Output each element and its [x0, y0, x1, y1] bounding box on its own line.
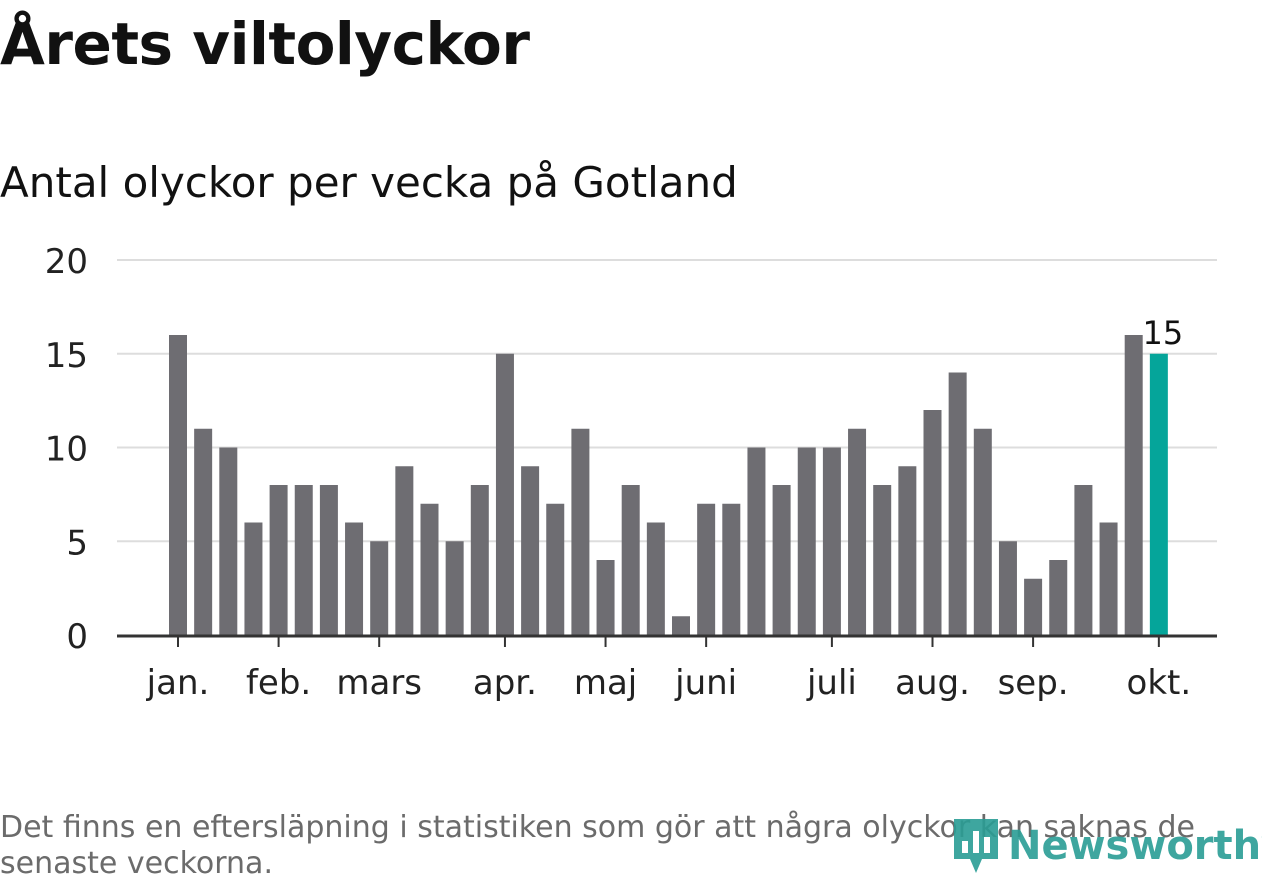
bar-chart: 0 5 10 15 20 15 jan. feb. mars apr. maj juni juli a… [45, 242, 1217, 703]
y-tick-label: 10 [45, 430, 88, 470]
x-tick-label: juli [806, 663, 857, 703]
bar [345, 522, 364, 635]
bar [621, 485, 640, 635]
bar [747, 447, 766, 635]
x-tick-label: apr. [473, 663, 537, 703]
bar [370, 541, 389, 635]
bar [596, 560, 615, 635]
y-tick-label: 5 [66, 523, 88, 563]
y-tick-label: 15 [45, 336, 88, 376]
bar-highlight [1149, 353, 1168, 635]
bar [445, 541, 464, 635]
x-tick-label: feb. [246, 663, 311, 703]
x-tick-label: aug. [895, 663, 970, 703]
bar [848, 428, 867, 635]
bar [194, 428, 213, 635]
x-tick-label: jan. [146, 663, 210, 703]
bar [672, 616, 690, 635]
bar [546, 503, 565, 635]
bar [1074, 485, 1093, 635]
bar [898, 466, 917, 635]
bar-chart-logo-icon [954, 819, 998, 873]
bar [1024, 578, 1043, 635]
bar [948, 372, 967, 635]
bar [169, 335, 187, 635]
bar [495, 353, 514, 635]
bar [1099, 522, 1118, 635]
bar [998, 541, 1017, 635]
bar [697, 503, 716, 635]
bar [269, 485, 288, 635]
x-tick-label: juni [674, 663, 737, 703]
bar [873, 485, 892, 635]
logo-text: Newsworthy [1008, 823, 1262, 869]
x-tick-label: okt. [1127, 663, 1192, 703]
y-axis-ticks: 0 5 10 15 20 [45, 242, 88, 657]
bar [646, 522, 665, 635]
bar [722, 503, 741, 635]
y-tick-label: 0 [66, 617, 88, 657]
bar [244, 522, 263, 635]
chart-subtitle: Antal olyckor per vecka på Gotland [0, 158, 738, 207]
y-tick-label: 20 [45, 242, 88, 282]
x-axis-ticks: jan. feb. mars apr. maj juni juli aug. sep. okt. [146, 637, 1191, 703]
bar [521, 466, 540, 635]
bar [395, 466, 414, 635]
bar [923, 410, 942, 635]
x-tick-label: sep. [998, 663, 1069, 703]
bar [219, 447, 238, 635]
bars: 15 [169, 314, 1183, 635]
newsworthy-logo[interactable]: Newsworthy [950, 814, 1262, 878]
bar [973, 428, 992, 635]
bar [1124, 335, 1143, 635]
bar [772, 485, 791, 635]
bar [319, 485, 338, 635]
x-tick-label: mars [336, 663, 422, 703]
bar [470, 485, 489, 635]
bar [571, 428, 590, 635]
bar [294, 485, 313, 635]
bar [1049, 560, 1068, 635]
bar-data-label: 15 [1142, 314, 1183, 352]
x-tick-label: maj [574, 663, 637, 703]
chart-title: Årets viltolyckor [0, 10, 530, 78]
bar [797, 447, 816, 635]
bar [420, 503, 439, 635]
bar [822, 447, 841, 635]
